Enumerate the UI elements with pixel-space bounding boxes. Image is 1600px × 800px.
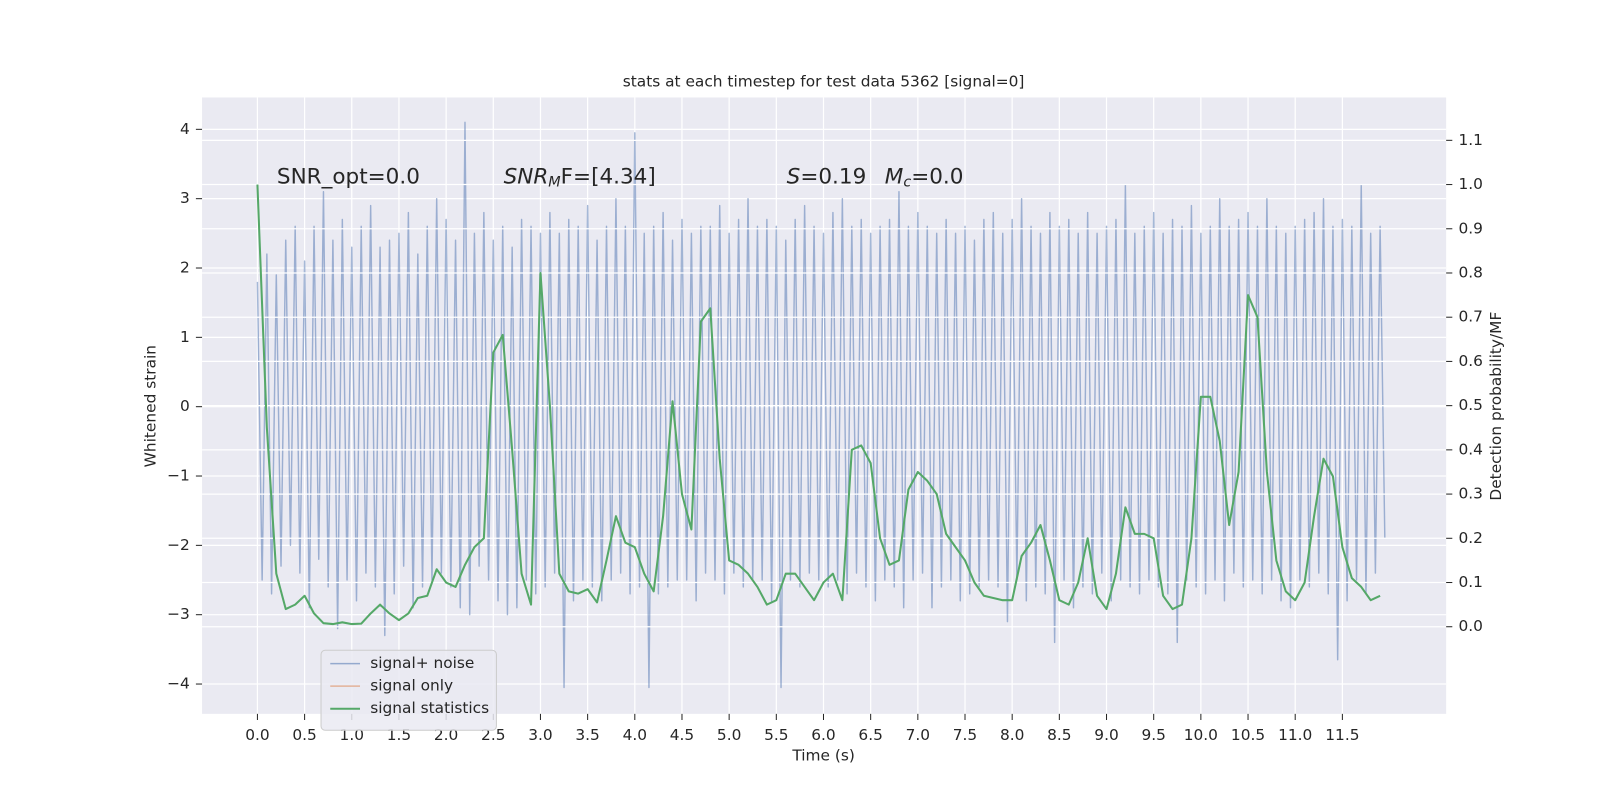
x-tick-label: 6.5 (858, 726, 882, 744)
x-axis-label: Time (s) (791, 746, 855, 764)
y2-tick-label: 0.5 (1458, 396, 1482, 414)
y-tick-label: −3 (167, 605, 190, 623)
y2-tick-label: 0.3 (1458, 485, 1482, 503)
annotation-text: SNR_opt=0.0 (277, 164, 420, 189)
y-tick-label: 4 (180, 120, 190, 138)
y2-tick-label: 1.0 (1458, 175, 1482, 193)
x-tick-label: 7.5 (953, 726, 977, 744)
y2-tick-label: 0.0 (1458, 617, 1482, 635)
y2-tick-label: 0.6 (1458, 352, 1482, 370)
annotation-text: M (885, 164, 904, 189)
x-tick-label: 9.0 (1094, 726, 1118, 744)
legend-label: signal statistics (370, 699, 489, 717)
data-layer (256, 121, 1386, 689)
x-tick-label: 5.0 (717, 726, 741, 744)
x-tick-label: 9.5 (1141, 726, 1165, 744)
y-axis-label: Whitened strain (141, 345, 159, 467)
legend-label: signal only (370, 677, 453, 695)
annotation: S=0.19 Mc=0.0 (787, 164, 964, 190)
annotation-text: SNR (504, 164, 549, 189)
x-tick-label: 5.5 (764, 726, 788, 744)
y2-tick-label: 0.8 (1458, 263, 1482, 281)
y2-tick-label: 0.9 (1458, 219, 1482, 237)
annotation: SNR_opt=0.0 (277, 164, 420, 189)
y2-tick-label: 0.2 (1458, 529, 1482, 547)
y2-tick-label: 1.1 (1458, 131, 1482, 149)
x-tick-label: 11.5 (1325, 726, 1359, 744)
legend-box (320, 649, 497, 731)
x-tick-label: 7.0 (906, 726, 930, 744)
x-tick-label: 10.0 (1184, 726, 1218, 744)
y2-axis-label: Detection probability/MF (1487, 312, 1505, 501)
x-tick-label: 10.5 (1231, 726, 1265, 744)
x-tick-label: 8.5 (1047, 726, 1071, 744)
legend-label: signal+ noise (370, 654, 474, 672)
x-tick-label: 0.0 (245, 726, 269, 744)
x-tick-label: 6.0 (811, 726, 835, 744)
annotation-subscript: c (903, 175, 911, 191)
y2-tick-label: 0.7 (1458, 308, 1482, 326)
top-layer: 0.0 0.5 1.0 1.5 2.0 2.5 3.0 3.5 4.0 4.5 5.0 5.5 6.0 6… (167, 120, 1483, 744)
y-tick-label: 0 (180, 397, 190, 415)
annotation-subscript: M (548, 175, 560, 191)
annotation-text: F=[4.34] (561, 164, 656, 189)
data-line (256, 121, 1386, 689)
x-tick-label: 3.5 (575, 726, 599, 744)
x-tick-label: 3.0 (528, 726, 552, 744)
y-tick-label: −1 (167, 467, 190, 485)
y2-tick-label: 0.1 (1458, 573, 1482, 591)
annotation-text: =0.19 (800, 164, 866, 189)
over-layer (202, 139, 1447, 628)
y-tick-label: −4 (167, 675, 190, 693)
y-tick-label: 1 (180, 328, 190, 346)
x-tick-label: 4.0 (623, 726, 647, 744)
y-tick-label: −2 (167, 536, 190, 554)
data-line (256, 184, 1381, 626)
annotation: SNRMF=[4.34] (504, 164, 656, 190)
x-tick-label: 8.0 (1000, 726, 1024, 744)
x-tick-label: 4.5 (670, 726, 694, 744)
chart-title: stats at each timestep for test data 536… (623, 73, 1025, 91)
annotation-text: S (787, 164, 801, 189)
y-tick-label: 2 (180, 259, 190, 277)
y-tick-label: 3 (180, 189, 190, 207)
x-tick-label: 0.5 (292, 726, 316, 744)
annotation-text: =0.0 (911, 164, 963, 189)
y2-tick-label: 0.4 (1458, 440, 1482, 458)
x-tick-label: 11.0 (1278, 726, 1312, 744)
